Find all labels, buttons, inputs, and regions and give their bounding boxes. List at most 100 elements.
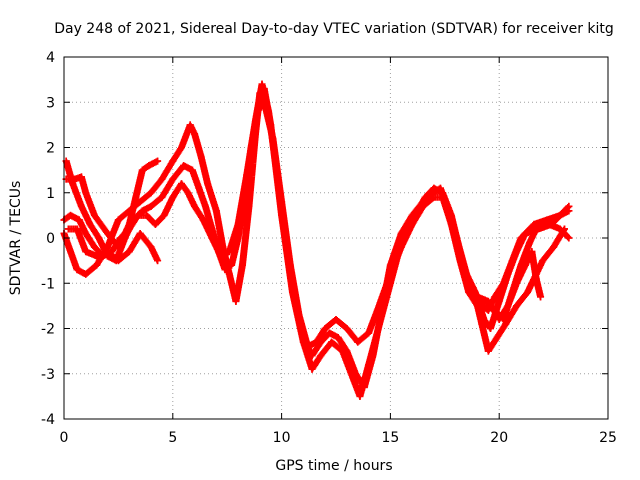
data-point	[325, 329, 333, 337]
data-point	[343, 325, 351, 332]
data-point	[473, 293, 481, 301]
data-point	[308, 365, 316, 373]
data-point	[125, 248, 133, 256]
data-point	[158, 193, 166, 201]
data-point	[234, 220, 242, 228]
data-point	[90, 211, 98, 219]
data-point	[160, 211, 168, 219]
data-point	[521, 261, 529, 269]
data-point	[504, 270, 512, 278]
data-point	[565, 202, 573, 210]
x-tick-label: 20	[490, 430, 508, 446]
data-point	[484, 347, 492, 355]
x-tick-label: 10	[273, 430, 291, 446]
data-point	[560, 225, 568, 233]
data-point	[104, 248, 112, 256]
data-point	[317, 352, 325, 360]
data-point	[534, 225, 542, 233]
data-point	[73, 266, 81, 274]
y-tick-label: 0	[46, 231, 55, 247]
data-point	[560, 207, 568, 215]
data-point	[138, 166, 146, 174]
data-point	[178, 180, 186, 188]
data-point	[245, 202, 253, 210]
data-point	[495, 297, 503, 305]
data-point	[93, 261, 101, 269]
x-axis-label: GPS time / hours	[275, 458, 392, 474]
data-point	[495, 315, 503, 323]
y-tick-label: 4	[46, 50, 55, 66]
data-point	[117, 234, 125, 242]
data-point	[360, 383, 368, 391]
data-point	[493, 334, 501, 342]
data-point	[291, 297, 299, 305]
data-point	[378, 306, 386, 314]
data-point	[221, 266, 229, 274]
data-point	[397, 229, 405, 237]
data-point	[532, 275, 540, 283]
data-point	[356, 392, 364, 400]
data-point	[195, 184, 203, 192]
x-tick-label: 25	[599, 430, 617, 446]
data-point	[204, 180, 212, 188]
data-point	[67, 211, 75, 219]
data-point	[238, 261, 246, 269]
x-tick-label: 5	[168, 430, 177, 446]
data-point	[169, 193, 177, 201]
data-point	[82, 270, 90, 278]
data-point	[550, 243, 558, 251]
data-point	[354, 338, 362, 346]
data-point	[217, 252, 225, 260]
data-point	[565, 234, 573, 242]
data-point	[321, 325, 329, 332]
data-point	[419, 198, 427, 206]
data-point	[243, 171, 251, 179]
data-point	[332, 315, 340, 323]
data-point	[93, 252, 101, 260]
data-point	[265, 107, 273, 115]
data-point	[502, 320, 510, 328]
series-track-5	[64, 225, 162, 265]
data-point	[282, 239, 290, 247]
data-point	[145, 162, 153, 170]
data-point	[528, 248, 536, 256]
data-point	[251, 116, 259, 124]
x-tick-label: 0	[60, 430, 69, 446]
y-tick-label: -4	[41, 412, 55, 428]
data-point	[352, 370, 360, 378]
data-point	[125, 207, 133, 215]
data-point	[95, 234, 103, 242]
data-point	[513, 302, 521, 310]
data-point	[484, 297, 492, 305]
data-point	[82, 229, 90, 237]
data-point	[136, 198, 144, 206]
data-point	[273, 171, 281, 179]
data-point	[169, 175, 177, 183]
data-point	[69, 180, 77, 188]
data-point	[212, 207, 220, 215]
data-point	[201, 202, 209, 210]
data-point	[151, 220, 159, 228]
data-point	[225, 248, 233, 256]
x-tick-label: 15	[381, 430, 399, 446]
data-point	[469, 284, 477, 292]
data-point	[225, 270, 233, 278]
data-point	[228, 261, 236, 269]
data-point	[454, 239, 462, 247]
data-point	[147, 202, 155, 210]
y-tick-label: -1	[41, 276, 55, 292]
series-track-7	[473, 248, 545, 323]
data-point	[178, 144, 186, 151]
data-point	[317, 338, 325, 346]
data-point	[132, 193, 140, 201]
data-point	[169, 157, 177, 165]
data-point	[75, 216, 83, 224]
data-point	[143, 211, 151, 219]
data-point	[147, 243, 155, 251]
data-point	[191, 202, 199, 210]
data-point	[82, 189, 90, 197]
data-point	[180, 162, 188, 170]
data-point	[258, 80, 266, 88]
data-point	[386, 261, 394, 269]
